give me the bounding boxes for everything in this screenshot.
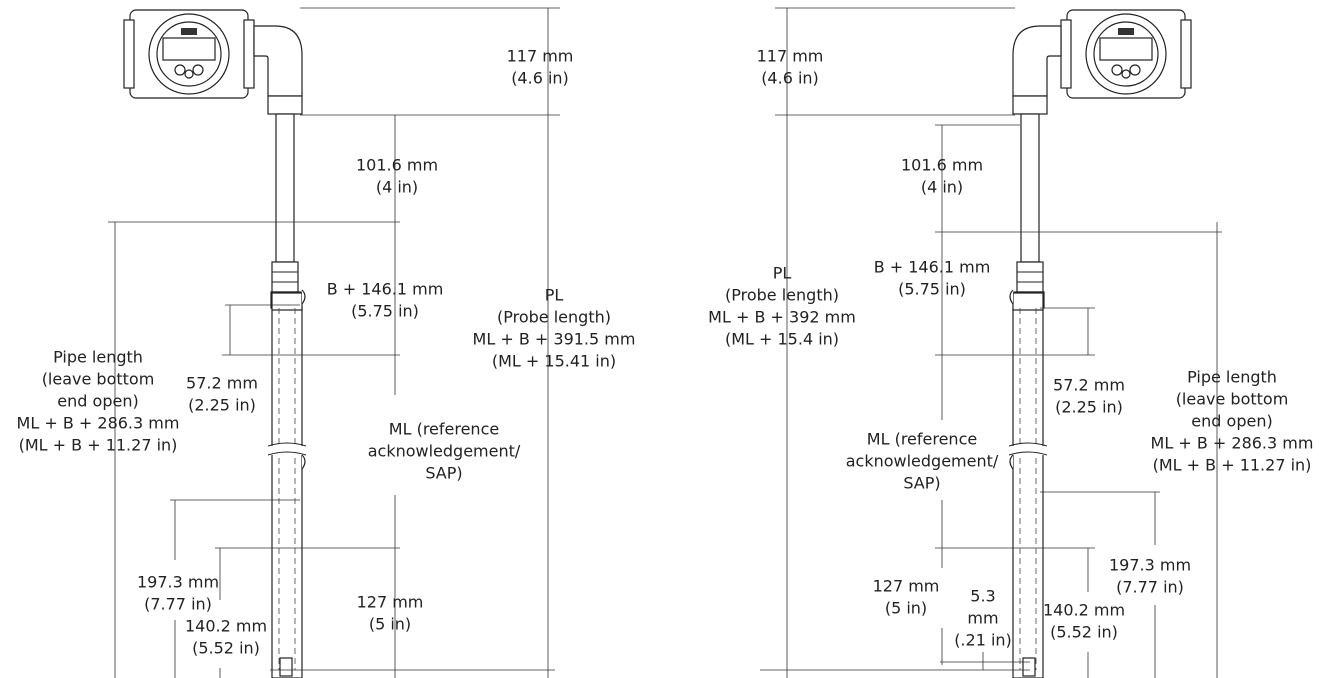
dimension-label: (7.77 in) (144, 595, 212, 614)
dimension-label: Pipe length (53, 348, 143, 367)
dimension-label: B + 146.1 mm (327, 280, 444, 299)
dimension-label: ML + B + 286.3 mm (17, 414, 180, 433)
dimension-label: (2.25 in) (1055, 398, 1123, 417)
dimension-label: 127 mm (873, 577, 940, 596)
dimension-label: (4 in) (921, 178, 963, 197)
dimension-label: 140.2 mm (185, 617, 267, 636)
dimension-label: (4 in) (376, 178, 418, 197)
dimension-label: 57.2 mm (186, 374, 258, 393)
dimension-label: Pipe length (1187, 368, 1277, 387)
dimension-label: 117 mm (507, 47, 574, 66)
dimension-label: 5.3 (970, 587, 995, 606)
dimension-label: mm (967, 609, 998, 628)
dimension-label: (Probe length) (497, 308, 611, 327)
dimension-label: 101.6 mm (356, 156, 438, 175)
dimension-label: end open) (1191, 412, 1272, 431)
dimension-label: 57.2 mm (1053, 376, 1125, 395)
dimension-label: (4.6 in) (511, 69, 569, 88)
dimension-label: 197.3 mm (137, 573, 219, 592)
dimensions-left (108, 7, 560, 678)
dimension-label: end open) (57, 392, 138, 411)
dimension-label: (2.25 in) (188, 396, 256, 415)
dimension-label: (5.75 in) (351, 302, 419, 321)
dimension-label: acknowledgement/ (368, 442, 521, 461)
dimension-label: PL (773, 264, 792, 283)
dimension-label: SAP) (903, 474, 940, 493)
dimension-label: acknowledgement/ (846, 452, 999, 471)
dimension-label: (5 in) (885, 599, 927, 618)
dimension-label: (5.52 in) (192, 639, 260, 658)
dimension-label: 140.2 mm (1043, 601, 1125, 620)
dimension-label: (leave bottom (1176, 390, 1289, 409)
dimension-label: SAP) (425, 464, 462, 483)
dimension-label: (ML + 15.4 in) (725, 330, 839, 349)
dimension-label: (.21 in) (954, 631, 1012, 650)
dimension-label: ML + B + 392 mm (708, 308, 856, 327)
dimension-label: 117 mm (757, 47, 824, 66)
dimension-label: (4.6 in) (761, 69, 819, 88)
dimension-label: (7.77 in) (1116, 578, 1184, 597)
dimension-label: (leave bottom (42, 370, 155, 389)
dimension-label: ML (reference (389, 420, 499, 439)
dimension-label: ML + B + 391.5 mm (473, 330, 636, 349)
dimension-label: (5.52 in) (1050, 623, 1118, 642)
dimension-label: 127 mm (357, 593, 424, 612)
dimensions-right (760, 7, 1222, 678)
dimension-label: 101.6 mm (901, 156, 983, 175)
dimension-label: (ML + B + 11.27 in) (19, 436, 178, 455)
dimension-label: ML + B + 286.3 mm (1151, 434, 1314, 453)
dimension-label: 197.3 mm (1109, 556, 1191, 575)
dimension-label: (Probe length) (725, 286, 839, 305)
dimension-label: B + 146.1 mm (874, 258, 991, 277)
dimension-label: (ML + 15.41 in) (492, 352, 616, 371)
dimension-label: PL (545, 286, 564, 305)
dimension-label: (5.75 in) (898, 280, 966, 299)
dimension-label: (5 in) (369, 615, 411, 634)
dimension-label: (ML + B + 11.27 in) (1153, 456, 1312, 475)
dimension-label: ML (reference (867, 430, 977, 449)
